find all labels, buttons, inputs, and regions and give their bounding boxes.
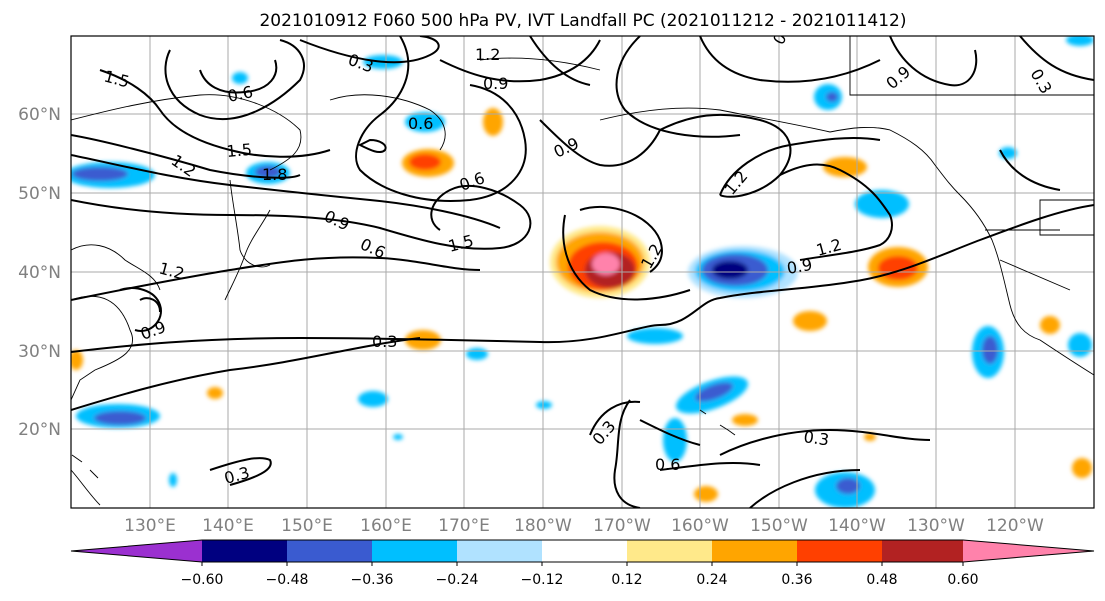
colorbar-tick: 0.60 [947,572,978,588]
lon-label: 140°E [202,516,254,536]
contour-label: 0.3 [372,332,397,351]
lon-label: 150°W [750,516,808,536]
colorbar-segment [797,540,882,562]
colorbar-tick: 0.24 [696,572,727,588]
contour-label: 0.6 [408,114,433,133]
map-area: 1.5 0.3 1.2 0.9 0.6 0.6 1.2 1.5 1.8 0.9 … [71,36,1094,508]
shading-layer [71,36,1094,508]
lon-label: 130°E [124,516,176,536]
lat-label: 30°N [18,342,61,362]
colorbar-segment [627,540,712,562]
lat-label: 50°N [18,184,61,204]
map-title: 2021010912 F060 500 hPa PV, IVT Landfall… [259,11,906,31]
lon-label: 150°E [281,516,333,536]
colorbar-tick: −0.36 [351,572,394,588]
lon-label: 170°E [438,516,490,536]
lat-label: 40°N [18,263,61,283]
lon-label: 160°W [671,516,729,536]
colorbar-segment [882,540,967,562]
lat-label: 20°N [18,420,61,440]
coastlines [71,36,1094,506]
contour-label: 0.9 [483,74,508,93]
colorbar-segment [202,540,287,562]
contour-label: 0.3 [802,427,830,449]
map-frame [70,35,1095,509]
colorbar-tick: 0.36 [781,572,812,588]
colorbar-segment [372,540,457,562]
colorbar-tick: −0.24 [436,572,479,588]
lon-label: 160°E [360,516,412,536]
graticule [71,36,1094,508]
colorbar-tick: −0.48 [266,572,309,588]
colorbar-tick: −0.60 [181,572,224,588]
lon-label: 140°W [828,516,886,536]
colorbar-extend-low [71,540,202,562]
pv-contours [71,36,1094,508]
colorbar-segment [712,540,797,562]
colorbar-tick: 0.12 [611,572,642,588]
lon-label: 120°W [986,516,1044,536]
colorbar-segment [287,540,372,562]
lat-label: 60°N [18,105,61,125]
longitude-labels: 130°E 140°E 150°E 160°E 170°E 180°W 170°… [124,516,1044,536]
colorbar: −0.60 −0.48 −0.36 −0.24 −0.12 0.12 0.24 … [70,539,1095,588]
lon-label: 180°W [514,516,572,536]
colorbar-extend-high [963,540,1094,562]
colorbar-segment [542,540,627,562]
contour-label: 0.9 [785,255,813,278]
lon-label: 170°W [593,516,651,536]
colorbar-tick: −0.12 [521,572,564,588]
colorbar-tick: 0.48 [866,572,897,588]
lon-label: 130°W [907,516,965,536]
contour-label: 1.5 [226,140,253,161]
latitude-labels: 60°N 50°N 40°N 30°N 20°N [18,105,61,440]
contour-label: 1.2 [475,45,500,64]
colorbar-segment [457,540,542,562]
contour-label: 0.6 [655,455,680,474]
contour-label: 0.6 [226,82,255,106]
contour-label: 1.8 [262,165,287,184]
